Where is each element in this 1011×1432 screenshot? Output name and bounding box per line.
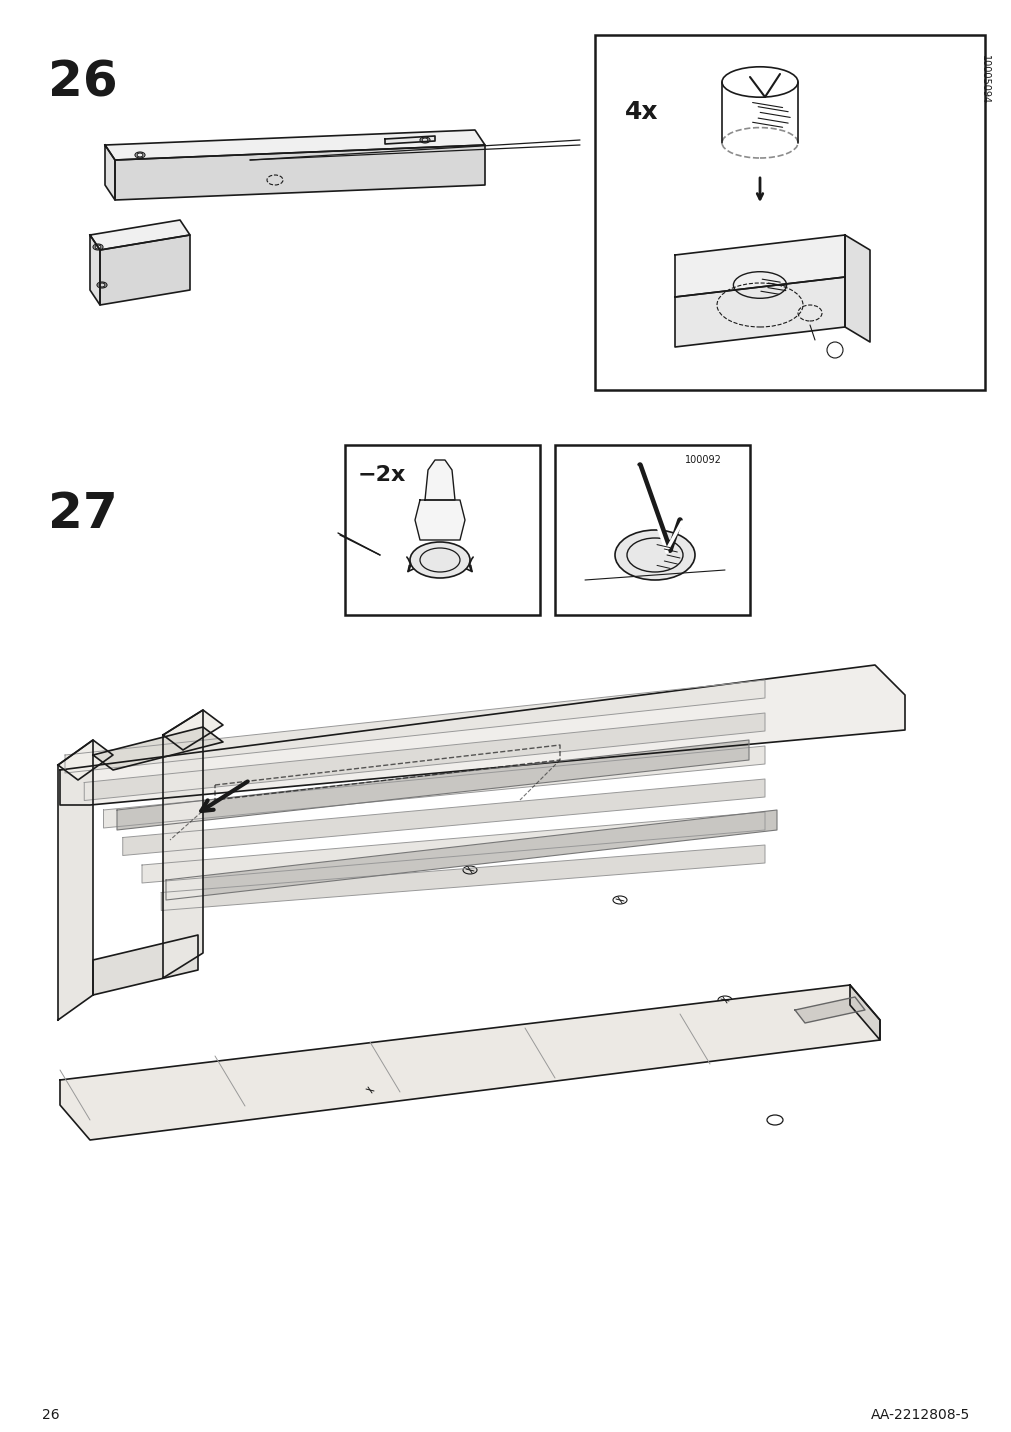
Ellipse shape: [409, 541, 469, 579]
Text: 26: 26: [48, 59, 117, 106]
Polygon shape: [84, 713, 764, 800]
Polygon shape: [90, 235, 100, 305]
Polygon shape: [161, 845, 764, 911]
Bar: [554, 445, 749, 614]
Polygon shape: [105, 130, 484, 160]
Polygon shape: [105, 145, 115, 200]
Polygon shape: [415, 500, 464, 540]
Polygon shape: [674, 276, 844, 347]
Polygon shape: [117, 740, 748, 831]
Polygon shape: [93, 935, 198, 995]
Text: 10005094: 10005094: [979, 54, 989, 105]
Polygon shape: [844, 235, 869, 342]
Polygon shape: [65, 680, 764, 773]
Polygon shape: [425, 460, 455, 500]
Text: −2x: −2x: [358, 465, 406, 485]
Polygon shape: [166, 811, 776, 899]
Polygon shape: [58, 740, 113, 780]
Polygon shape: [163, 710, 222, 750]
Polygon shape: [163, 710, 203, 978]
Polygon shape: [60, 985, 880, 1140]
Text: 27: 27: [48, 490, 117, 538]
Bar: [345, 445, 540, 614]
Polygon shape: [115, 145, 484, 200]
Polygon shape: [100, 235, 190, 305]
Polygon shape: [142, 812, 764, 884]
Polygon shape: [60, 664, 904, 805]
Bar: [594, 34, 984, 390]
Polygon shape: [795, 997, 864, 1022]
Polygon shape: [90, 221, 190, 251]
Text: AA-2212808-5: AA-2212808-5: [869, 1408, 969, 1422]
Polygon shape: [58, 740, 93, 1020]
Text: 100092: 100092: [684, 455, 721, 465]
Polygon shape: [93, 727, 222, 770]
Text: 26: 26: [42, 1408, 60, 1422]
Polygon shape: [384, 136, 435, 145]
Polygon shape: [103, 746, 764, 828]
Polygon shape: [849, 985, 880, 1040]
Polygon shape: [122, 779, 764, 855]
Polygon shape: [674, 235, 844, 296]
Ellipse shape: [615, 530, 695, 580]
Text: 4x: 4x: [625, 100, 658, 125]
